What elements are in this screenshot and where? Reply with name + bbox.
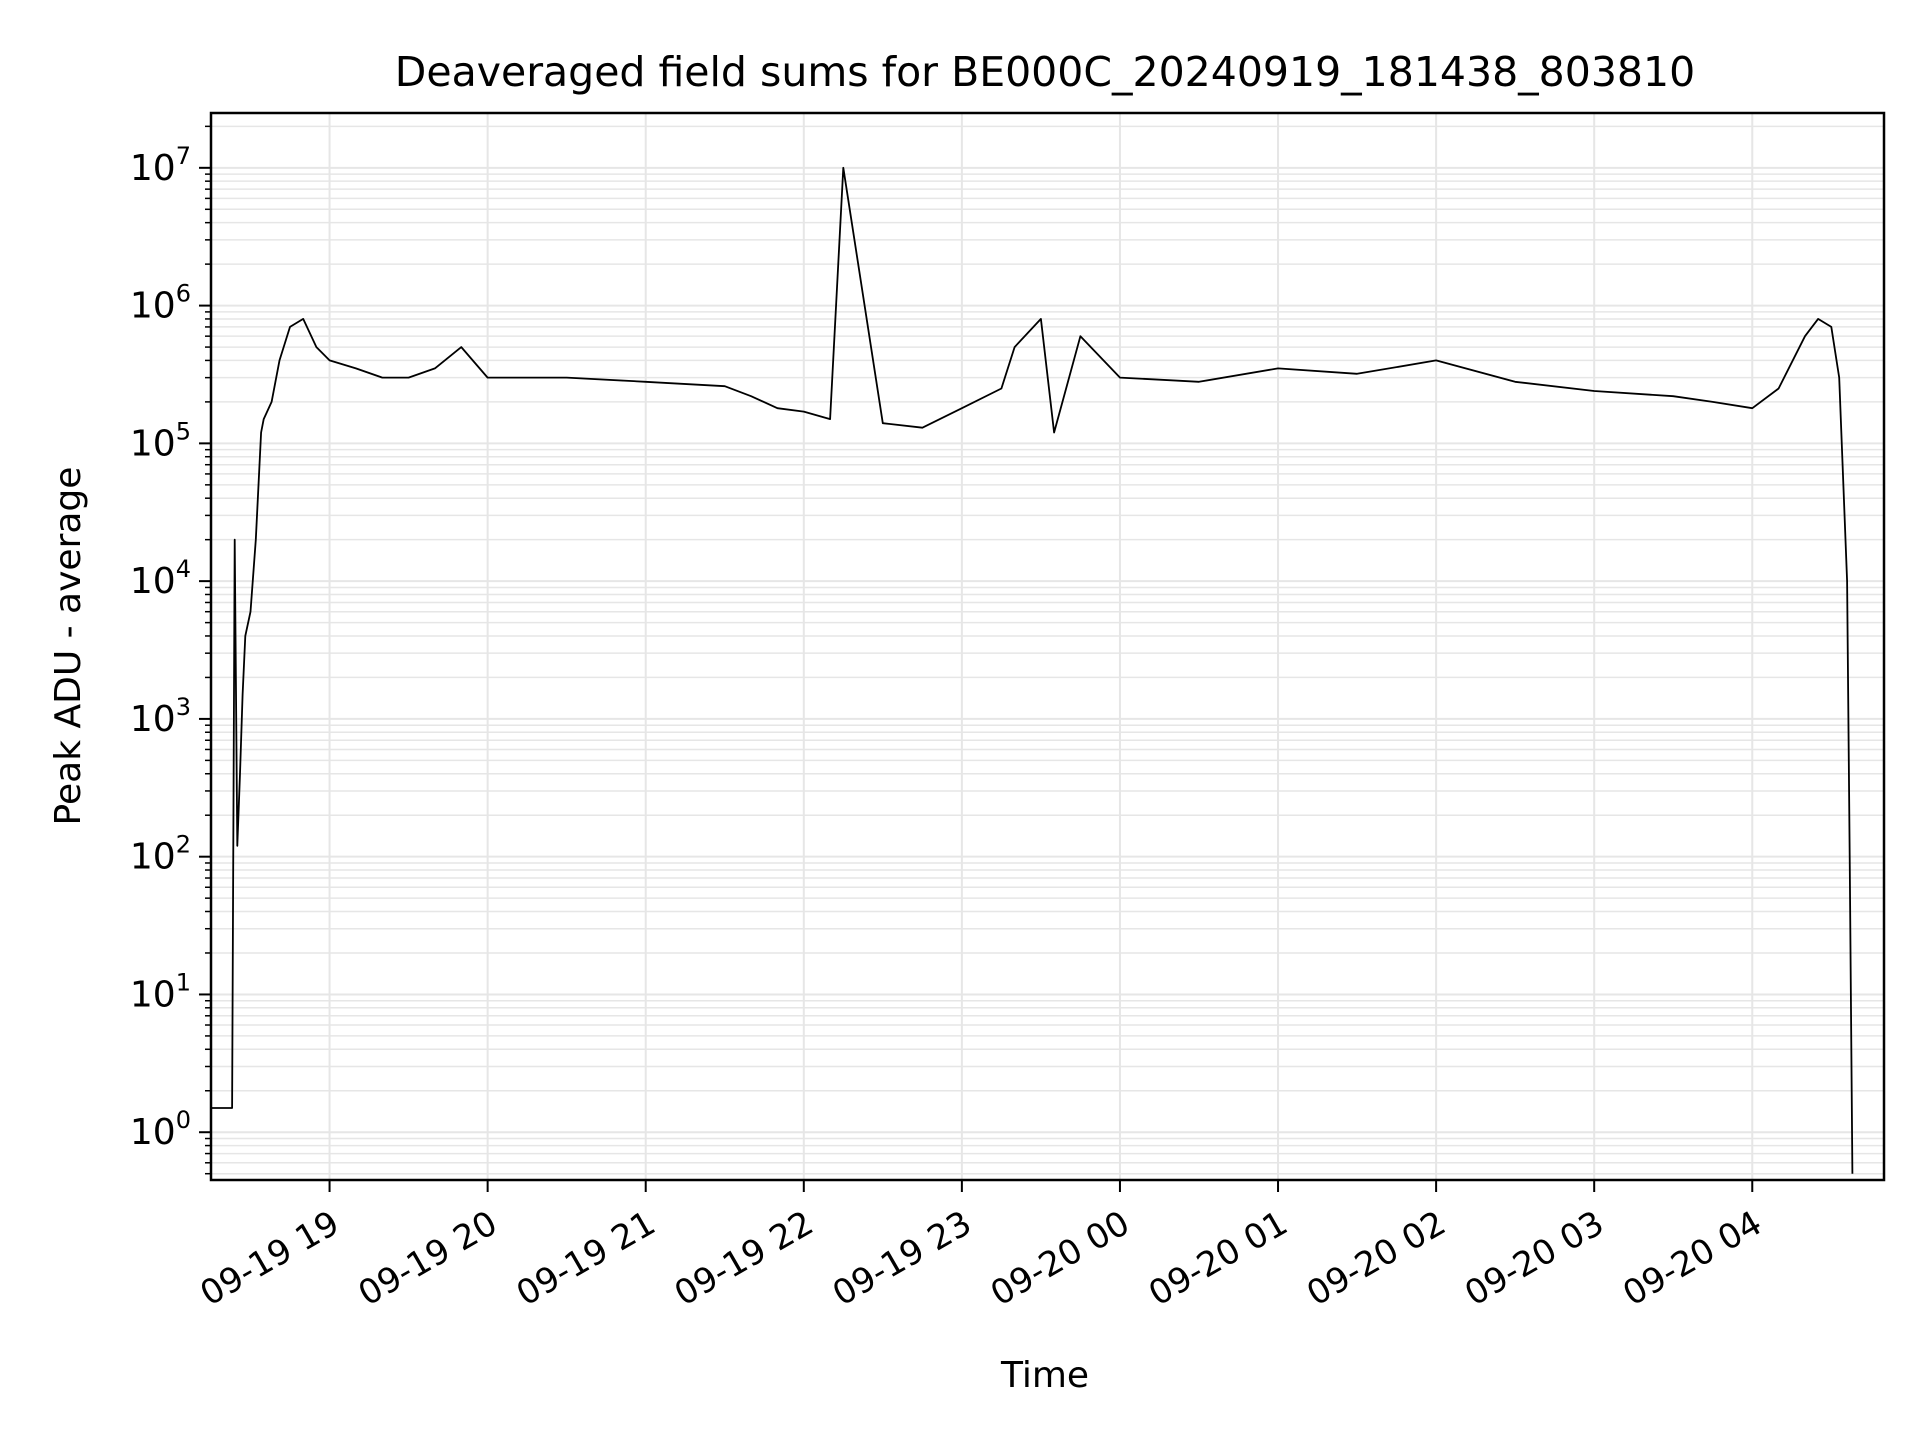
y-tick-label: 101: [130, 968, 191, 1015]
y-tick-base: 10: [130, 837, 176, 878]
chart-title: Deaveraged field sums for BE000C_2024091…: [395, 48, 1695, 96]
y-tick-exponent: 4: [176, 555, 191, 583]
y-tick-exponent: 3: [176, 693, 191, 721]
y-tick-base: 10: [130, 286, 176, 327]
y-tick-exponent: 6: [176, 280, 191, 308]
y-tick-base: 10: [130, 1112, 176, 1153]
y-tick-label: 105: [130, 417, 191, 464]
y-tick-label: 104: [130, 555, 191, 602]
y-axis-label: Peak ADU - average: [48, 467, 89, 826]
grid: [211, 113, 1884, 1180]
y-tick-label: 106: [130, 280, 191, 327]
y-tick-exponent: 1: [176, 968, 191, 996]
y-tick-label: 107: [130, 142, 191, 189]
series-line: [211, 166, 1854, 1174]
y-tick-base: 10: [130, 423, 176, 464]
y-tick-label: 100: [130, 1106, 191, 1153]
y-tick-base: 10: [130, 699, 176, 740]
y-tick-exponent: 2: [176, 831, 191, 859]
y-tick-base: 10: [130, 561, 176, 602]
y-tick-base: 10: [130, 974, 176, 1015]
y-tick-label: 103: [130, 693, 191, 740]
y-tick-base: 10: [130, 148, 176, 189]
x-axis-label: Time: [1000, 1355, 1089, 1396]
y-tick-exponent: 5: [176, 417, 191, 445]
data-layer: [211, 166, 1854, 1174]
y-tick-exponent: 0: [176, 1106, 191, 1134]
y-tick-exponent: 7: [176, 142, 191, 170]
plot-frame: [209, 111, 1886, 1182]
y-tick-label: 102: [130, 831, 191, 878]
